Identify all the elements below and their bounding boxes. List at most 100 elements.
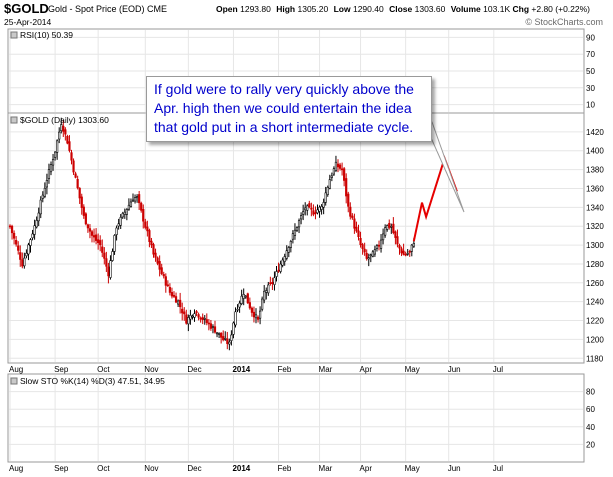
exchange-code: CME [147,4,167,14]
candle-body [412,243,415,247]
annotation-line-1: If gold were to rally very quickly above… [154,81,414,97]
candle-body [105,258,108,267]
candle-body [228,341,231,345]
candle-body [398,245,401,249]
candle-body [62,125,65,132]
candle-body [41,194,44,199]
stochastic-legend-swatch [10,377,18,385]
candle-body [183,311,186,315]
stochastic-y-axis: 20 40 60 80 [586,388,595,450]
x-tick-label: Nov [144,365,158,374]
candle-body [250,307,254,313]
candle-body [78,187,81,199]
candle-body [234,311,237,326]
candle-body [174,296,178,303]
candle-body [340,168,344,171]
candle-body [133,197,137,202]
candle-body [254,314,258,319]
candle-body [404,253,407,256]
candle-body [334,161,338,171]
candle-body [177,300,180,305]
candle-body [394,231,397,238]
y-tick-label: 50 [586,67,595,76]
candle-body [51,159,55,166]
x-tick-label: Mar [319,464,333,473]
instrument-name: Gold - Spot Price (EOD) CME [48,4,167,14]
candle-body [377,244,381,247]
candle-body [33,225,36,235]
candle-body [129,201,133,207]
price-legend-swatch [10,116,18,124]
candle-body [70,152,73,161]
candle-body [289,241,292,248]
candle-body [373,249,377,255]
candle-body [115,227,118,235]
stockcharts-watermark: © StockCharts.com [525,17,603,27]
x-tick-label: Jun [448,464,461,473]
candle-body [101,246,104,253]
x-tick-label: Feb [278,365,292,374]
candle-body [295,227,299,231]
candle-body [187,317,190,325]
price-y-axis: 1180 1200 1220 1240 1260 1280 1300 1320 1340 1360… [586,128,604,363]
candle-body [154,252,157,258]
candle-body [152,244,155,255]
candle-body [220,332,223,338]
candle-body [271,282,274,284]
candle-body [281,259,284,266]
candle-body [136,196,139,199]
candle-body [396,236,399,245]
candle-body [304,207,307,211]
x-tick-label: Aug [9,365,23,374]
candle-body [142,208,145,222]
candle-body [291,233,295,240]
candle-body [230,334,233,341]
candle-body [35,220,38,228]
candle-body [99,240,102,246]
candle-body [347,193,350,207]
low-label: Low [334,4,351,14]
candle-body [111,251,114,261]
candlestick-series [8,117,415,351]
chg-label: Chg [513,4,530,14]
candle-body [179,299,182,308]
candle-body [256,316,260,320]
candle-body [156,257,159,264]
candle-body [371,251,374,257]
x-tick-label: 2014 [232,464,250,473]
x-tick-label: Jun [448,365,461,374]
stochastic-panel: 20 40 60 80 Slow STO %K(14) %D(3) 47.51, 34… [7,373,595,463]
annotation-line-3: that gold put in a short intermediate cy… [154,119,414,135]
candle-body [121,213,124,218]
candle-body [265,290,268,293]
candle-body [287,247,290,253]
candle-body [27,244,30,255]
x-tick-label: Apr [360,365,373,374]
candle-body [261,298,264,310]
candle-body [95,234,98,241]
x-tick-label: Mar [319,365,333,374]
candle-body [273,277,276,285]
candle-body [82,206,85,216]
x-tick-label: Aug [9,464,23,473]
candle-body [97,239,100,244]
candle-body [146,226,149,232]
y-tick-label: 90 [586,33,595,42]
candle-body [338,164,342,169]
candle-body [330,175,333,178]
high-value: 1305.20 [297,4,328,14]
candle-body [80,196,83,208]
x-tick-label: Apr [360,464,373,473]
candle-body [365,252,368,259]
candle-body [25,252,28,257]
candle-body [252,311,256,318]
candle-body [144,221,147,228]
candle-body [222,336,225,341]
price-panel: 1180 1200 1220 1240 1260 1280 1300 1320 1340 1360… [7,112,604,364]
candle-body [170,292,174,297]
y-tick-label: 1400 [586,147,604,156]
candle-body [160,267,163,274]
candle-body [410,244,413,252]
candle-body [148,230,151,242]
candle-body [246,293,249,304]
